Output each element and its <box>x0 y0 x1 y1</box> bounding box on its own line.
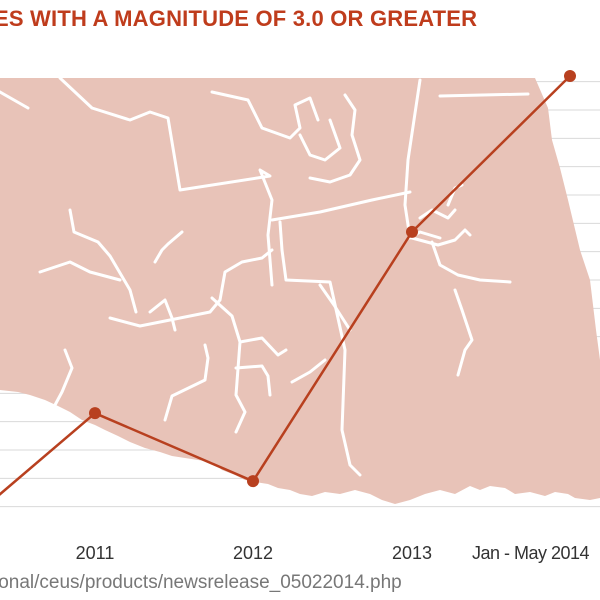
x-tick-label: Jan - May 2014 <box>472 543 590 563</box>
data-point <box>89 407 101 420</box>
chart-title: ES WITH A MAGNITUDE OF 3.0 OR GREATER <box>0 6 478 31</box>
x-tick-label: 2012 <box>232 543 274 563</box>
series-line-group <box>0 70 576 496</box>
map-county-lines <box>0 76 530 477</box>
data-point <box>406 225 418 238</box>
x-tick-label: 2011 <box>75 543 115 563</box>
oklahoma-map <box>0 76 600 504</box>
map-outline <box>0 78 600 504</box>
source-url: ional/ceus/products/newsrelease_05022014… <box>0 572 402 593</box>
data-point <box>564 70 576 82</box>
x-tick-label: 2013 <box>391 543 433 563</box>
data-point <box>247 475 259 488</box>
